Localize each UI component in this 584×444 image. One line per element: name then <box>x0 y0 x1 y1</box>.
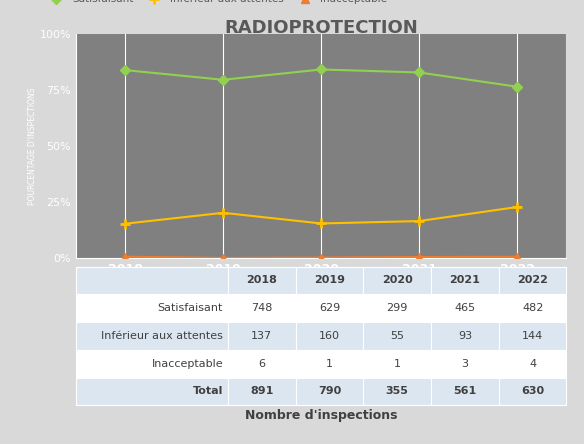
Text: Inférieur aux attentes: Inférieur aux attentes <box>101 331 223 341</box>
Bar <box>296 377 363 405</box>
Bar <box>296 266 363 294</box>
Text: Inacceptable: Inacceptable <box>151 359 223 369</box>
Inacceptable <box>514 254 521 259</box>
Text: 2018: 2018 <box>246 275 277 285</box>
Text: 790: 790 <box>318 386 341 396</box>
Bar <box>228 377 296 405</box>
Text: Satisfaisant: Satisfaisant <box>158 303 223 313</box>
Satisfaisant <box>220 77 227 83</box>
Text: 465: 465 <box>454 303 475 313</box>
Inacceptable <box>220 255 227 261</box>
Inacceptable <box>121 254 128 259</box>
Inférieur aux attentes <box>416 218 423 224</box>
Bar <box>431 266 499 294</box>
Text: 1: 1 <box>394 359 401 369</box>
Bar <box>296 294 363 322</box>
Line: Satisfaisant: Satisfaisant <box>121 66 521 90</box>
Text: 561: 561 <box>453 386 477 396</box>
Line: Inacceptable: Inacceptable <box>121 253 522 262</box>
Text: 482: 482 <box>522 303 543 313</box>
Bar <box>228 266 296 294</box>
Text: 299: 299 <box>387 303 408 313</box>
Satisfaisant <box>121 67 128 73</box>
Bar <box>296 350 363 377</box>
Bar <box>76 322 228 350</box>
Text: 629: 629 <box>319 303 340 313</box>
Bar <box>76 266 228 294</box>
Text: 2022: 2022 <box>517 275 548 285</box>
Text: 2020: 2020 <box>382 275 413 285</box>
Bar <box>499 377 566 405</box>
Text: 1: 1 <box>326 359 333 369</box>
Text: 748: 748 <box>251 303 273 313</box>
Bar <box>228 350 296 377</box>
Legend: Satisfaisant, Inférieur aux attentes, Inacceptable: Satisfaisant, Inférieur aux attentes, In… <box>42 0 391 8</box>
Bar <box>363 322 431 350</box>
Bar <box>431 294 499 322</box>
Text: 355: 355 <box>386 386 409 396</box>
Bar <box>228 294 296 322</box>
Bar <box>76 294 228 322</box>
Text: 137: 137 <box>251 331 272 341</box>
Text: 55: 55 <box>390 331 404 341</box>
Bar <box>76 377 228 405</box>
Bar <box>363 377 431 405</box>
Text: 2021: 2021 <box>450 275 481 285</box>
Inacceptable <box>416 254 423 260</box>
Bar <box>363 294 431 322</box>
Text: 160: 160 <box>319 331 340 341</box>
Bar <box>363 266 431 294</box>
Text: 4: 4 <box>529 359 536 369</box>
Text: 630: 630 <box>521 386 544 396</box>
Satisfaisant <box>514 84 521 89</box>
Text: 93: 93 <box>458 331 472 341</box>
Bar <box>363 350 431 377</box>
Bar <box>228 322 296 350</box>
Text: RADIOPROTECTION: RADIOPROTECTION <box>224 19 418 37</box>
Bar <box>499 322 566 350</box>
Satisfaisant <box>416 70 423 75</box>
Line: Inférieur aux attentes: Inférieur aux attentes <box>120 202 522 229</box>
Text: Nombre d'inspections: Nombre d'inspections <box>245 408 398 422</box>
Inférieur aux attentes <box>514 204 521 210</box>
Text: 144: 144 <box>522 331 543 341</box>
Satisfaisant <box>318 67 325 72</box>
Inférieur aux attentes <box>220 210 227 215</box>
Y-axis label: POURCENTAGE D'INSPECTIONS: POURCENTAGE D'INSPECTIONS <box>27 87 37 205</box>
Inférieur aux attentes <box>318 221 325 226</box>
Text: Total: Total <box>193 386 223 396</box>
Inférieur aux attentes <box>121 221 128 226</box>
Bar <box>431 377 499 405</box>
Bar <box>431 350 499 377</box>
Bar <box>499 350 566 377</box>
Text: 2019: 2019 <box>314 275 345 285</box>
Inacceptable <box>318 255 325 260</box>
Bar <box>296 322 363 350</box>
Bar <box>76 350 228 377</box>
Bar <box>499 266 566 294</box>
Bar <box>431 322 499 350</box>
Text: 6: 6 <box>258 359 265 369</box>
Text: 3: 3 <box>461 359 468 369</box>
Bar <box>499 294 566 322</box>
Text: 891: 891 <box>250 386 273 396</box>
